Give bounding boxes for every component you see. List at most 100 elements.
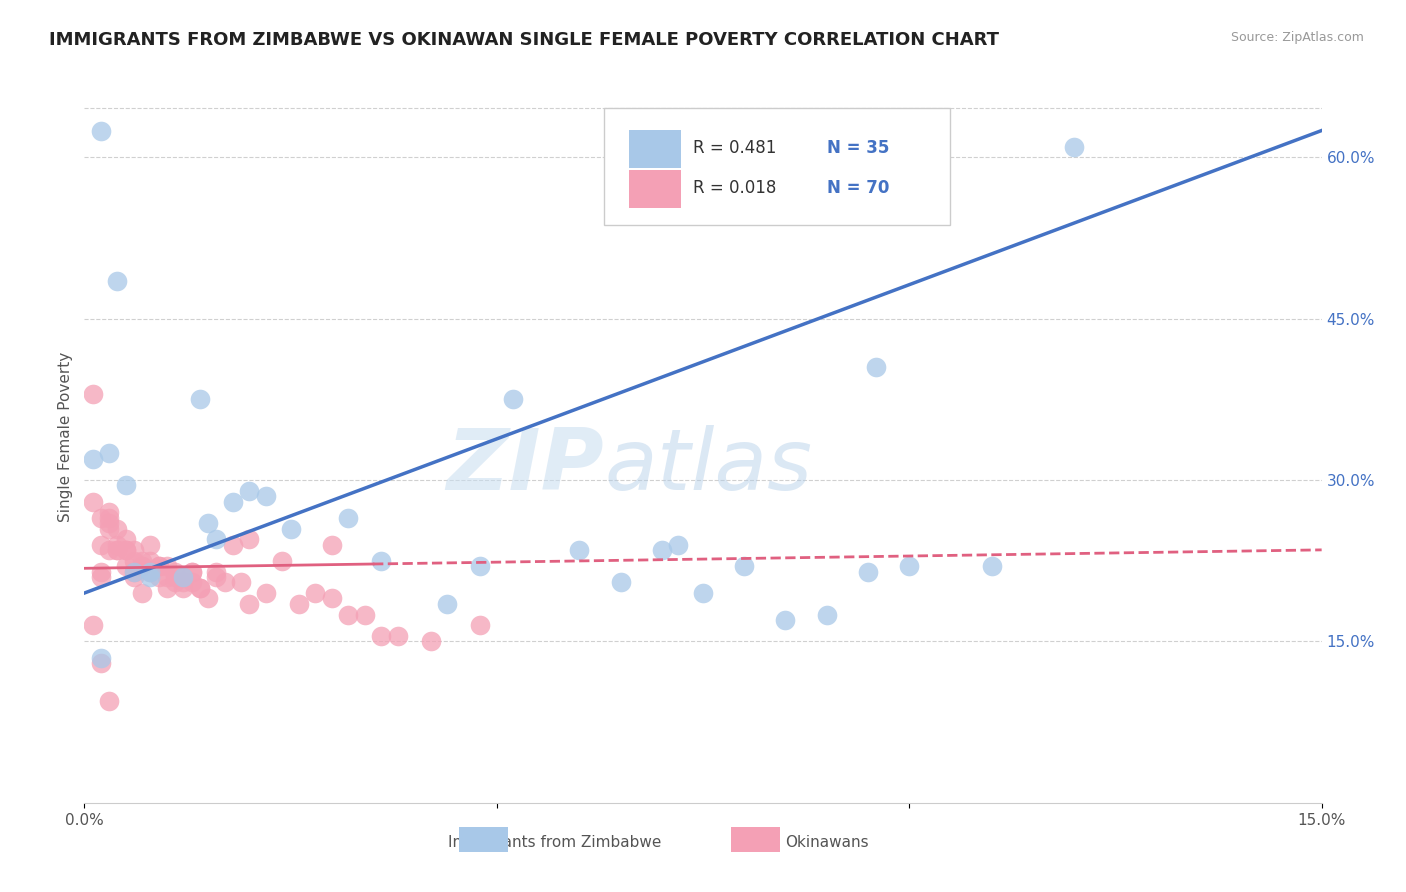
- Point: [105, 538, 128, 552]
- Point: [98, 543, 121, 558]
- Point: [148, 559, 170, 574]
- Point: [197, 591, 219, 606]
- Point: [114, 478, 136, 492]
- Point: [165, 570, 187, 584]
- Point: [271, 554, 294, 568]
- Point: [222, 494, 245, 508]
- Point: [90, 656, 112, 670]
- Point: [131, 559, 153, 574]
- Point: [139, 565, 162, 579]
- Point: [733, 559, 755, 574]
- Text: N = 35: N = 35: [827, 139, 889, 157]
- Point: [172, 570, 194, 584]
- Point: [502, 392, 524, 407]
- Point: [188, 581, 211, 595]
- FancyBboxPatch shape: [605, 108, 950, 225]
- Text: N = 70: N = 70: [827, 179, 889, 197]
- Point: [387, 629, 409, 643]
- Point: [436, 597, 458, 611]
- Point: [122, 570, 145, 584]
- Point: [105, 521, 128, 535]
- Point: [98, 510, 121, 524]
- Text: IMMIGRANTS FROM ZIMBABWE VS OKINAWAN SINGLE FEMALE POVERTY CORRELATION CHART: IMMIGRANTS FROM ZIMBABWE VS OKINAWAN SIN…: [49, 31, 1000, 49]
- Point: [122, 565, 145, 579]
- Point: [238, 597, 260, 611]
- Point: [865, 360, 887, 375]
- Point: [82, 451, 104, 466]
- Point: [148, 570, 170, 584]
- Point: [254, 489, 277, 503]
- Point: [98, 446, 121, 460]
- Point: [165, 565, 187, 579]
- Point: [188, 581, 211, 595]
- Point: [131, 559, 153, 574]
- Point: [82, 387, 104, 401]
- FancyBboxPatch shape: [460, 827, 508, 852]
- Point: [148, 559, 170, 574]
- Point: [304, 586, 326, 600]
- Point: [651, 543, 673, 558]
- Point: [205, 565, 228, 579]
- Point: [114, 543, 136, 558]
- Point: [90, 570, 112, 584]
- Point: [815, 607, 838, 622]
- Point: [370, 629, 392, 643]
- Point: [370, 554, 392, 568]
- Point: [165, 575, 187, 590]
- Point: [419, 634, 441, 648]
- FancyBboxPatch shape: [628, 170, 681, 208]
- Point: [90, 650, 112, 665]
- Point: [114, 543, 136, 558]
- Point: [609, 575, 631, 590]
- Point: [156, 581, 179, 595]
- Point: [90, 565, 112, 579]
- Point: [470, 618, 492, 632]
- Point: [321, 591, 343, 606]
- Y-axis label: Single Female Poverty: Single Female Poverty: [58, 352, 73, 522]
- Point: [172, 570, 194, 584]
- Point: [692, 586, 714, 600]
- Point: [98, 521, 121, 535]
- Point: [205, 533, 228, 547]
- Point: [139, 570, 162, 584]
- Point: [197, 516, 219, 530]
- Point: [139, 554, 162, 568]
- Point: [180, 565, 202, 579]
- Point: [122, 543, 145, 558]
- Point: [172, 581, 194, 595]
- Point: [90, 538, 112, 552]
- Point: [98, 516, 121, 530]
- Text: Source: ZipAtlas.com: Source: ZipAtlas.com: [1230, 31, 1364, 45]
- Point: [90, 510, 112, 524]
- FancyBboxPatch shape: [731, 827, 780, 852]
- Point: [856, 565, 879, 579]
- Point: [1063, 139, 1085, 153]
- Point: [90, 123, 112, 137]
- Point: [105, 543, 128, 558]
- Point: [172, 575, 194, 590]
- Point: [114, 559, 136, 574]
- Point: [898, 559, 921, 574]
- Point: [337, 510, 360, 524]
- Point: [131, 554, 153, 568]
- Text: atlas: atlas: [605, 425, 813, 508]
- Point: [238, 533, 260, 547]
- Point: [337, 607, 360, 622]
- Text: R = 0.481: R = 0.481: [693, 139, 776, 157]
- Point: [180, 565, 202, 579]
- Point: [114, 533, 136, 547]
- Point: [139, 565, 162, 579]
- Point: [122, 554, 145, 568]
- Point: [666, 538, 689, 552]
- Point: [229, 575, 252, 590]
- Point: [353, 607, 375, 622]
- Point: [82, 618, 104, 632]
- Point: [980, 559, 1002, 574]
- Point: [568, 543, 591, 558]
- Point: [238, 483, 260, 498]
- Text: ZIP: ZIP: [446, 425, 605, 508]
- Text: Immigrants from Zimbabwe: Immigrants from Zimbabwe: [449, 835, 661, 850]
- Point: [131, 586, 153, 600]
- Point: [775, 613, 797, 627]
- Point: [288, 597, 311, 611]
